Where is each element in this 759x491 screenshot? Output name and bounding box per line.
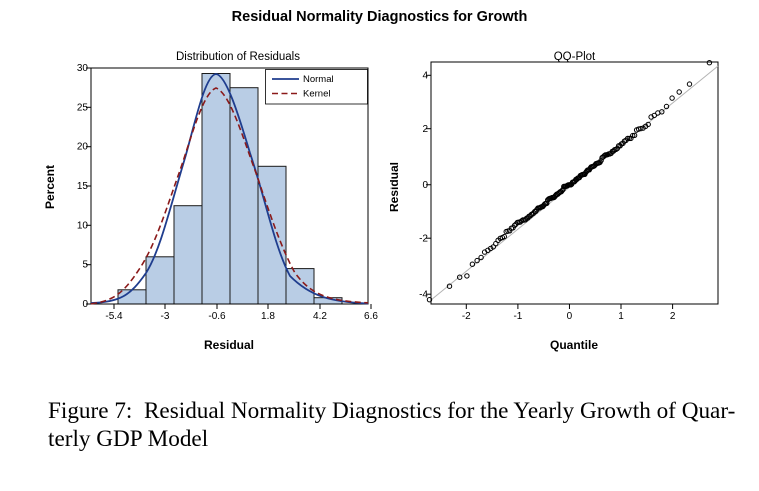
- svg-text:-2: -2: [462, 311, 471, 322]
- svg-text:Normal: Normal: [303, 74, 334, 85]
- svg-text:4: 4: [422, 71, 428, 82]
- svg-text:-0.6: -0.6: [208, 311, 226, 322]
- svg-text:QQ-Plot: QQ-Plot: [554, 51, 596, 63]
- svg-text:-5.4: -5.4: [105, 311, 123, 322]
- svg-text:-4: -4: [419, 290, 428, 301]
- svg-text:-3: -3: [161, 311, 170, 322]
- svg-text:0: 0: [422, 180, 428, 191]
- svg-text:Percent: Percent: [43, 165, 57, 209]
- svg-text:Residual: Residual: [390, 162, 401, 212]
- svg-text:-1: -1: [513, 311, 522, 322]
- svg-text:Quantile: Quantile: [550, 338, 598, 352]
- svg-text:0: 0: [567, 311, 573, 322]
- svg-text:Distribution of Residuals: Distribution of Residuals: [176, 51, 300, 63]
- svg-text:1.8: 1.8: [261, 311, 275, 322]
- svg-text:6.6: 6.6: [364, 311, 378, 322]
- svg-text:4.2: 4.2: [313, 311, 327, 322]
- svg-text:-2: -2: [419, 234, 428, 245]
- svg-text:25: 25: [77, 102, 89, 113]
- svg-text:2: 2: [422, 124, 428, 135]
- svg-text:Kernel: Kernel: [303, 89, 330, 100]
- svg-text:Residual: Residual: [204, 338, 254, 352]
- svg-text:1: 1: [618, 311, 624, 322]
- svg-text:5: 5: [82, 260, 88, 271]
- svg-text:2: 2: [670, 311, 676, 322]
